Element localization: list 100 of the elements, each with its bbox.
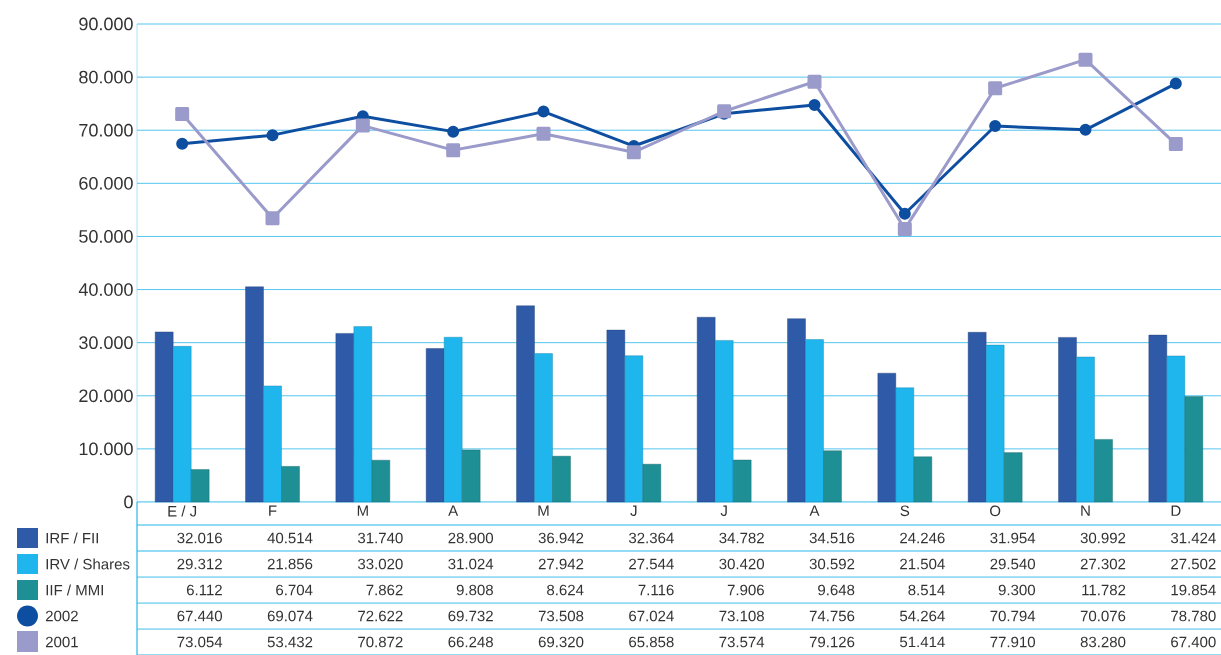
data-label: 28.900 xyxy=(448,532,494,544)
data-label: 9.300 xyxy=(998,584,1036,596)
data-label: 36.942 xyxy=(538,532,584,544)
point xyxy=(446,143,461,158)
data-label: 70.872 xyxy=(358,636,403,648)
data-label: 29.312 xyxy=(177,558,222,570)
data-label: 74.756 xyxy=(809,610,855,622)
data-label: 67.024 xyxy=(629,610,674,622)
data-label: 27.544 xyxy=(629,558,674,570)
bar xyxy=(552,455,571,503)
data-label: 70.794 xyxy=(990,610,1036,622)
y-tick-label: 20.000 xyxy=(79,389,133,403)
point xyxy=(1078,52,1093,67)
data-label: 65.858 xyxy=(629,636,674,648)
data-label: 6.704 xyxy=(276,584,313,596)
bar xyxy=(425,348,445,503)
data-label: 73.508 xyxy=(538,610,584,622)
data-label: 32.016 xyxy=(177,532,222,544)
data-label: 8.514 xyxy=(908,584,945,596)
data-label: 9.648 xyxy=(818,584,855,596)
point xyxy=(355,118,370,133)
y-tick-label: 30.000 xyxy=(79,336,133,350)
y-tick-label: 0 xyxy=(124,495,133,509)
y-tick-label: 10.000 xyxy=(79,442,133,456)
x-tick-label: F xyxy=(269,505,277,516)
bar xyxy=(1058,337,1077,503)
data-label: 78.780 xyxy=(1171,610,1216,622)
legend-label: 2001 xyxy=(45,636,78,648)
x-tick-label: M xyxy=(357,505,368,516)
point xyxy=(989,120,1002,132)
bar xyxy=(245,286,264,503)
data-label: 31.424 xyxy=(1170,532,1216,544)
bar xyxy=(1184,396,1204,503)
data-label: 24.246 xyxy=(900,532,945,544)
data-label: 19.854 xyxy=(1171,584,1216,596)
bar xyxy=(461,449,481,503)
x-tick-label: A xyxy=(809,505,820,516)
data-label: 69.320 xyxy=(538,636,584,648)
x-tick-label: J xyxy=(720,505,727,516)
data-label: 69.074 xyxy=(267,610,313,622)
y-tick-label: 40.000 xyxy=(78,283,133,296)
bar xyxy=(190,469,210,503)
data-label: 30.420 xyxy=(719,558,765,570)
legend-label: IRF / FII xyxy=(46,532,98,544)
data-label: 7.906 xyxy=(727,584,764,596)
x-tick-label: J xyxy=(630,505,637,516)
bar xyxy=(154,331,174,503)
data-label: 27.302 xyxy=(1080,558,1126,570)
data-label: 30.592 xyxy=(809,558,855,570)
y-tick-label: 70.000 xyxy=(79,123,133,137)
data-label: 6.112 xyxy=(186,584,222,596)
point xyxy=(266,129,279,142)
data-label: 8.624 xyxy=(547,584,584,596)
y-tick-label: 90.000 xyxy=(79,17,133,31)
point xyxy=(626,145,641,160)
bar xyxy=(696,317,716,503)
data-label: 66.248 xyxy=(448,636,493,648)
x-tick-label: N xyxy=(1081,505,1090,516)
x-tick-label: D xyxy=(1171,505,1181,516)
data-label: 32.364 xyxy=(628,532,674,544)
point xyxy=(988,81,1003,96)
legend-label: IIF / MMI xyxy=(46,584,103,596)
bar xyxy=(1148,334,1168,503)
data-label: 7.862 xyxy=(366,584,403,596)
legend-label: 2002 xyxy=(45,610,78,622)
point xyxy=(536,126,551,141)
data-label: 69.732 xyxy=(448,610,493,622)
point xyxy=(808,98,821,111)
data-label: 31.954 xyxy=(990,532,1036,544)
y-tick-label: 50.000 xyxy=(79,230,133,243)
bar xyxy=(823,450,842,503)
point xyxy=(175,107,190,121)
point xyxy=(447,125,460,138)
data-label: 53.432 xyxy=(267,636,313,648)
bar xyxy=(1003,452,1023,503)
point xyxy=(176,137,189,150)
x-tick-label: A xyxy=(448,505,459,516)
bar xyxy=(732,459,752,503)
data-label: 31.024 xyxy=(448,558,494,570)
data-label: 27.502 xyxy=(1171,558,1216,570)
data-label: 40.514 xyxy=(267,532,313,544)
bar xyxy=(281,466,300,503)
data-label: 9.808 xyxy=(456,584,493,596)
x-tick-label: E / J xyxy=(168,505,197,517)
bar xyxy=(787,318,806,503)
data-label: 73.574 xyxy=(719,636,765,648)
data-label: 51.414 xyxy=(899,636,945,648)
data-label: 29.540 xyxy=(990,558,1036,570)
x-tick-label: M xyxy=(538,505,549,516)
x-tick-label: S xyxy=(900,505,910,517)
bar xyxy=(516,305,535,503)
data-label: 34.782 xyxy=(719,532,764,544)
data-label: 34.516 xyxy=(809,532,855,544)
data-label: 77.910 xyxy=(990,636,1036,648)
x-tick-label: O xyxy=(990,505,1001,517)
point xyxy=(897,221,912,236)
data-label: 79.126 xyxy=(809,636,855,648)
bar xyxy=(1094,439,1113,503)
data-label: 21.504 xyxy=(900,558,945,570)
bar xyxy=(967,332,987,503)
